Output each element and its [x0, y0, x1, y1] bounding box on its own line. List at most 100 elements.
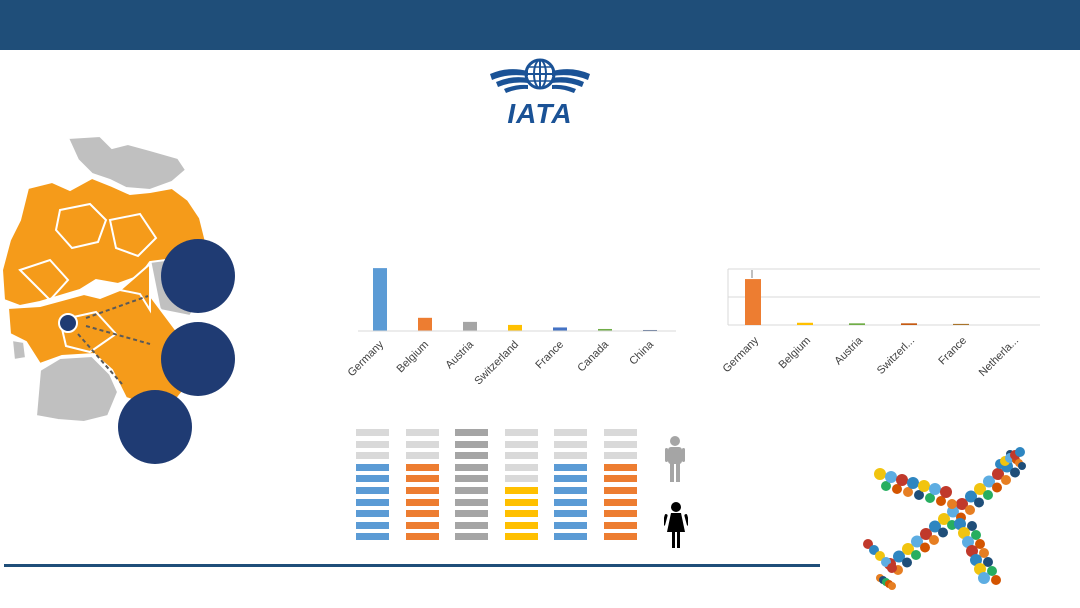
- plane-icon-dot: [1010, 467, 1020, 478]
- chart1-tick-label: France: [533, 339, 566, 372]
- chart2-tick-label: France: [936, 335, 969, 368]
- block-segment: [405, 440, 439, 448]
- block-segment: [554, 533, 587, 541]
- plane-icon-dot: [1001, 475, 1011, 485]
- bar-chart-countries-2: Germany Belgium Austria Switzerl... France Ne…: [721, 268, 1040, 379]
- plane-icon-dot: [940, 486, 952, 498]
- plane-icon-dot: [947, 499, 957, 509]
- plane-icon-dot: [938, 513, 950, 525]
- block-segment: [504, 440, 538, 448]
- chart2-tick-label: Austria: [832, 334, 865, 367]
- block-segment: [554, 452, 587, 460]
- callout-circle-top: [161, 239, 235, 313]
- plane-icon-dot: [881, 481, 891, 491]
- chart1-tick-label: Austria: [443, 338, 476, 371]
- plane-icon-dot: [892, 484, 902, 494]
- block-segment: [356, 463, 389, 471]
- plane-icon-dot: [958, 527, 970, 539]
- chart1-tick-label: Germany: [346, 338, 387, 379]
- plane-icon-dot: [974, 497, 984, 508]
- block-segment: [504, 463, 538, 471]
- block-segment: [455, 498, 488, 506]
- block-column-0: [356, 429, 389, 545]
- block-segment: [405, 463, 439, 471]
- plane-icon-dot: [966, 545, 978, 557]
- block-segment: [356, 440, 389, 448]
- plane-icon-dot: [902, 543, 914, 555]
- plane-icon-dot: [918, 480, 930, 492]
- chart1-bar-0: [373, 268, 387, 331]
- plane-icon-dot: [978, 572, 990, 584]
- block-segment: [554, 486, 587, 494]
- plane-icon-dot: [1015, 447, 1025, 457]
- block-segment: [356, 452, 389, 460]
- block-segment: [405, 452, 439, 460]
- block-segment: [356, 486, 389, 494]
- block-segment: [603, 440, 637, 448]
- chart2-tick-label: Germany: [721, 334, 762, 375]
- block-segment: [603, 510, 637, 518]
- plane-icon-dot: [962, 536, 974, 548]
- chart1-tick-label: Switzerland: [472, 339, 521, 388]
- block-segment: [405, 521, 439, 529]
- chart2-bar-2: [849, 323, 865, 325]
- plane-icon-dot: [896, 474, 908, 486]
- block-segment: [356, 429, 389, 436]
- plane-icon-dot: [887, 563, 897, 573]
- plane-icon-dot: [903, 487, 913, 497]
- block-segment: [455, 486, 488, 494]
- block-segment: [455, 510, 488, 518]
- block-segment: [603, 498, 637, 506]
- chart1-bar-3: [508, 324, 522, 331]
- block-segment: [554, 440, 587, 448]
- plane-icon-dot: [874, 468, 886, 480]
- chart1-bar-6: [643, 329, 657, 331]
- plane-icon-dot: [902, 557, 912, 568]
- block-segment: [405, 510, 439, 518]
- plane-icon-dot: [987, 566, 997, 576]
- plane-icon-dot: [914, 490, 924, 500]
- plane-icon-dot: [911, 550, 921, 560]
- plane-icon-dot: [888, 582, 896, 590]
- chart2-bar-3: [901, 323, 917, 325]
- block-segment: [504, 521, 538, 529]
- block-segment: [455, 463, 488, 471]
- block-segment: [603, 486, 637, 494]
- plane-icon-dot: [975, 539, 985, 549]
- block-segment: [356, 533, 389, 541]
- block-segment: [603, 429, 637, 436]
- plane-icon-dot: [992, 482, 1002, 493]
- chart1-bar-5: [598, 328, 612, 331]
- block-segment: [554, 510, 587, 518]
- plane-icon-dot: [974, 563, 986, 575]
- block-segment: [554, 475, 587, 483]
- block-segment: [405, 498, 439, 506]
- female-person-icon: [664, 502, 688, 548]
- plane-icon-dot: [920, 528, 932, 540]
- block-segment: [504, 429, 538, 436]
- chart1-bar-1: [418, 317, 432, 331]
- plane-icon-dot: [992, 468, 1004, 480]
- block-segment: [405, 429, 439, 436]
- chart1-tick-label: Canada: [575, 338, 611, 374]
- logo-text: IATA: [507, 98, 573, 129]
- block-column-2: [455, 429, 488, 545]
- plane-icon-dot: [929, 520, 941, 533]
- plane-icon-dot: [907, 477, 919, 489]
- plane-icon-dot: [885, 471, 897, 483]
- block-segment: [356, 510, 389, 518]
- block-segment: [554, 498, 587, 506]
- pin-icon: [58, 313, 78, 333]
- chart2-tick-label: Belgium: [777, 335, 814, 372]
- block-segment: [455, 475, 488, 483]
- block-segment: [603, 533, 637, 541]
- plane-icon-dot: [929, 483, 941, 495]
- block-segment: [405, 533, 439, 541]
- chart2-tick-label: Switzerl...: [875, 335, 917, 377]
- block-column-5: [603, 429, 637, 545]
- plane-icon-dot: [920, 542, 930, 553]
- plane-icon-dot: [983, 475, 995, 488]
- block-segment: [504, 533, 538, 541]
- plane-icon-dot: [967, 521, 977, 531]
- plane-icon-dot: [893, 550, 905, 563]
